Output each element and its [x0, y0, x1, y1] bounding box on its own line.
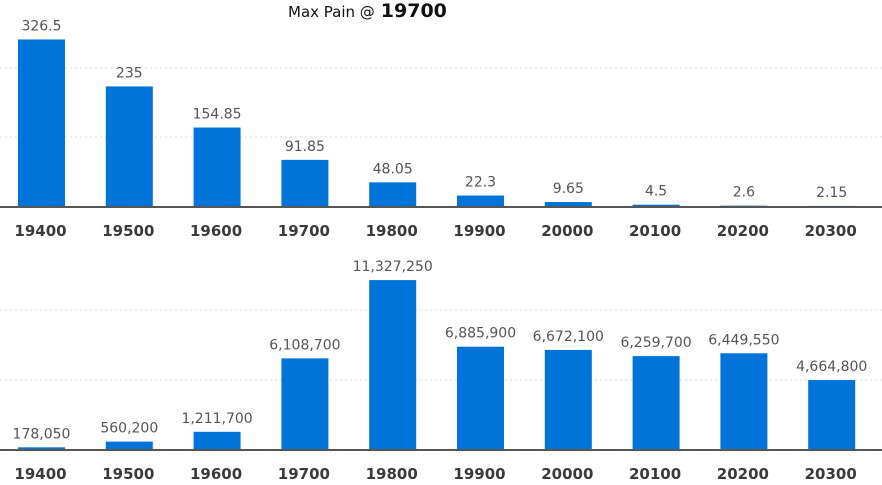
bar-2-19400	[18, 447, 65, 450]
bar-2-19900	[457, 346, 504, 450]
tick-label-1-20200: 20200	[717, 222, 769, 240]
bar-2-19500	[105, 441, 153, 450]
chart-panel-2: 178,050 19400 560,200 19500 1,211,700 19600 6,…	[0, 259, 882, 483]
data-label-1-19800: 48.05	[373, 161, 413, 177]
bar-2-20300	[808, 380, 856, 450]
data-label-1-20200: 2.6	[733, 185, 755, 201]
tick-label-1-19600: 19600	[190, 222, 242, 240]
tick-label-1-19800: 19800	[366, 222, 418, 240]
tick-label-1-20300: 20300	[805, 222, 857, 240]
bar-2-19700	[281, 358, 329, 450]
tick-label-1-19400: 19400	[14, 222, 66, 240]
bar-2-20100	[632, 356, 680, 450]
data-label-2-20200: 6,449,550	[708, 332, 779, 348]
bar-2-19800	[369, 280, 417, 450]
data-label-2-20300: 4,664,800	[796, 359, 867, 375]
data-label-1-19900: 22.3	[465, 175, 496, 191]
max-pain-label: Max Pain @	[288, 3, 375, 21]
data-label-1-20100: 4.5	[645, 184, 667, 200]
bar-1-19800	[369, 182, 417, 207]
tick-label-1-19700: 19700	[278, 222, 330, 240]
tick-label-2-19700: 19700	[278, 465, 330, 483]
tick-label-2-20000: 20000	[541, 465, 593, 483]
tick-label-1-20100: 20100	[629, 222, 681, 240]
data-label-1-20000: 9.65	[553, 181, 584, 197]
tick-label-1-20000: 20000	[541, 222, 593, 240]
tick-label-1-19500: 19500	[102, 222, 154, 240]
tick-label-2-20200: 20200	[717, 465, 769, 483]
data-label-2-19800: 11,327,250	[353, 259, 433, 275]
tick-label-1-19900: 19900	[453, 222, 505, 240]
tick-label-2-19600: 19600	[190, 465, 242, 483]
max-pain-value: 19700	[380, 0, 447, 22]
data-label-2-19500: 560,200	[100, 421, 158, 437]
tick-label-2-19800: 19800	[366, 465, 418, 483]
data-label-1-19400: 326.5	[21, 18, 61, 34]
bar-1-19600	[193, 127, 241, 207]
bar-2-19600	[193, 431, 241, 450]
bar-1-19500	[105, 86, 153, 207]
data-label-2-19600: 1,211,700	[181, 411, 252, 427]
data-label-2-20000: 6,672,100	[533, 329, 604, 345]
bar-1-20000	[544, 202, 592, 207]
tick-label-2-20100: 20100	[629, 465, 681, 483]
bar-2-20000	[544, 349, 592, 450]
data-label-2-20100: 6,259,700	[620, 335, 691, 351]
data-label-2-19700: 6,108,700	[269, 337, 340, 353]
tick-label-2-19500: 19500	[102, 465, 154, 483]
data-label-1-19600: 154.85	[193, 107, 242, 123]
chart-title: Max Pain @ 19700	[288, 0, 447, 28]
tick-label-2-19400: 19400	[14, 465, 66, 483]
bar-1-19700	[281, 159, 329, 207]
bar-1-19900	[457, 195, 504, 207]
bar-1-20100	[632, 204, 680, 207]
data-label-1-20300: 2.15	[816, 185, 847, 201]
bar-2-20200	[720, 353, 768, 450]
tick-label-2-19900: 19900	[453, 465, 505, 483]
data-label-2-19400: 178,050	[13, 426, 71, 442]
data-label-1-19700: 91.85	[285, 139, 325, 155]
tick-label-2-20300: 20300	[805, 465, 857, 483]
chart-panel-1: 326.5 19400 235 19500 154.85 19600 91.85 19700 4…	[0, 18, 882, 240]
data-label-2-19900: 6,885,900	[445, 326, 516, 342]
data-label-1-19500: 235	[116, 65, 143, 81]
bar-1-19400	[18, 39, 65, 207]
